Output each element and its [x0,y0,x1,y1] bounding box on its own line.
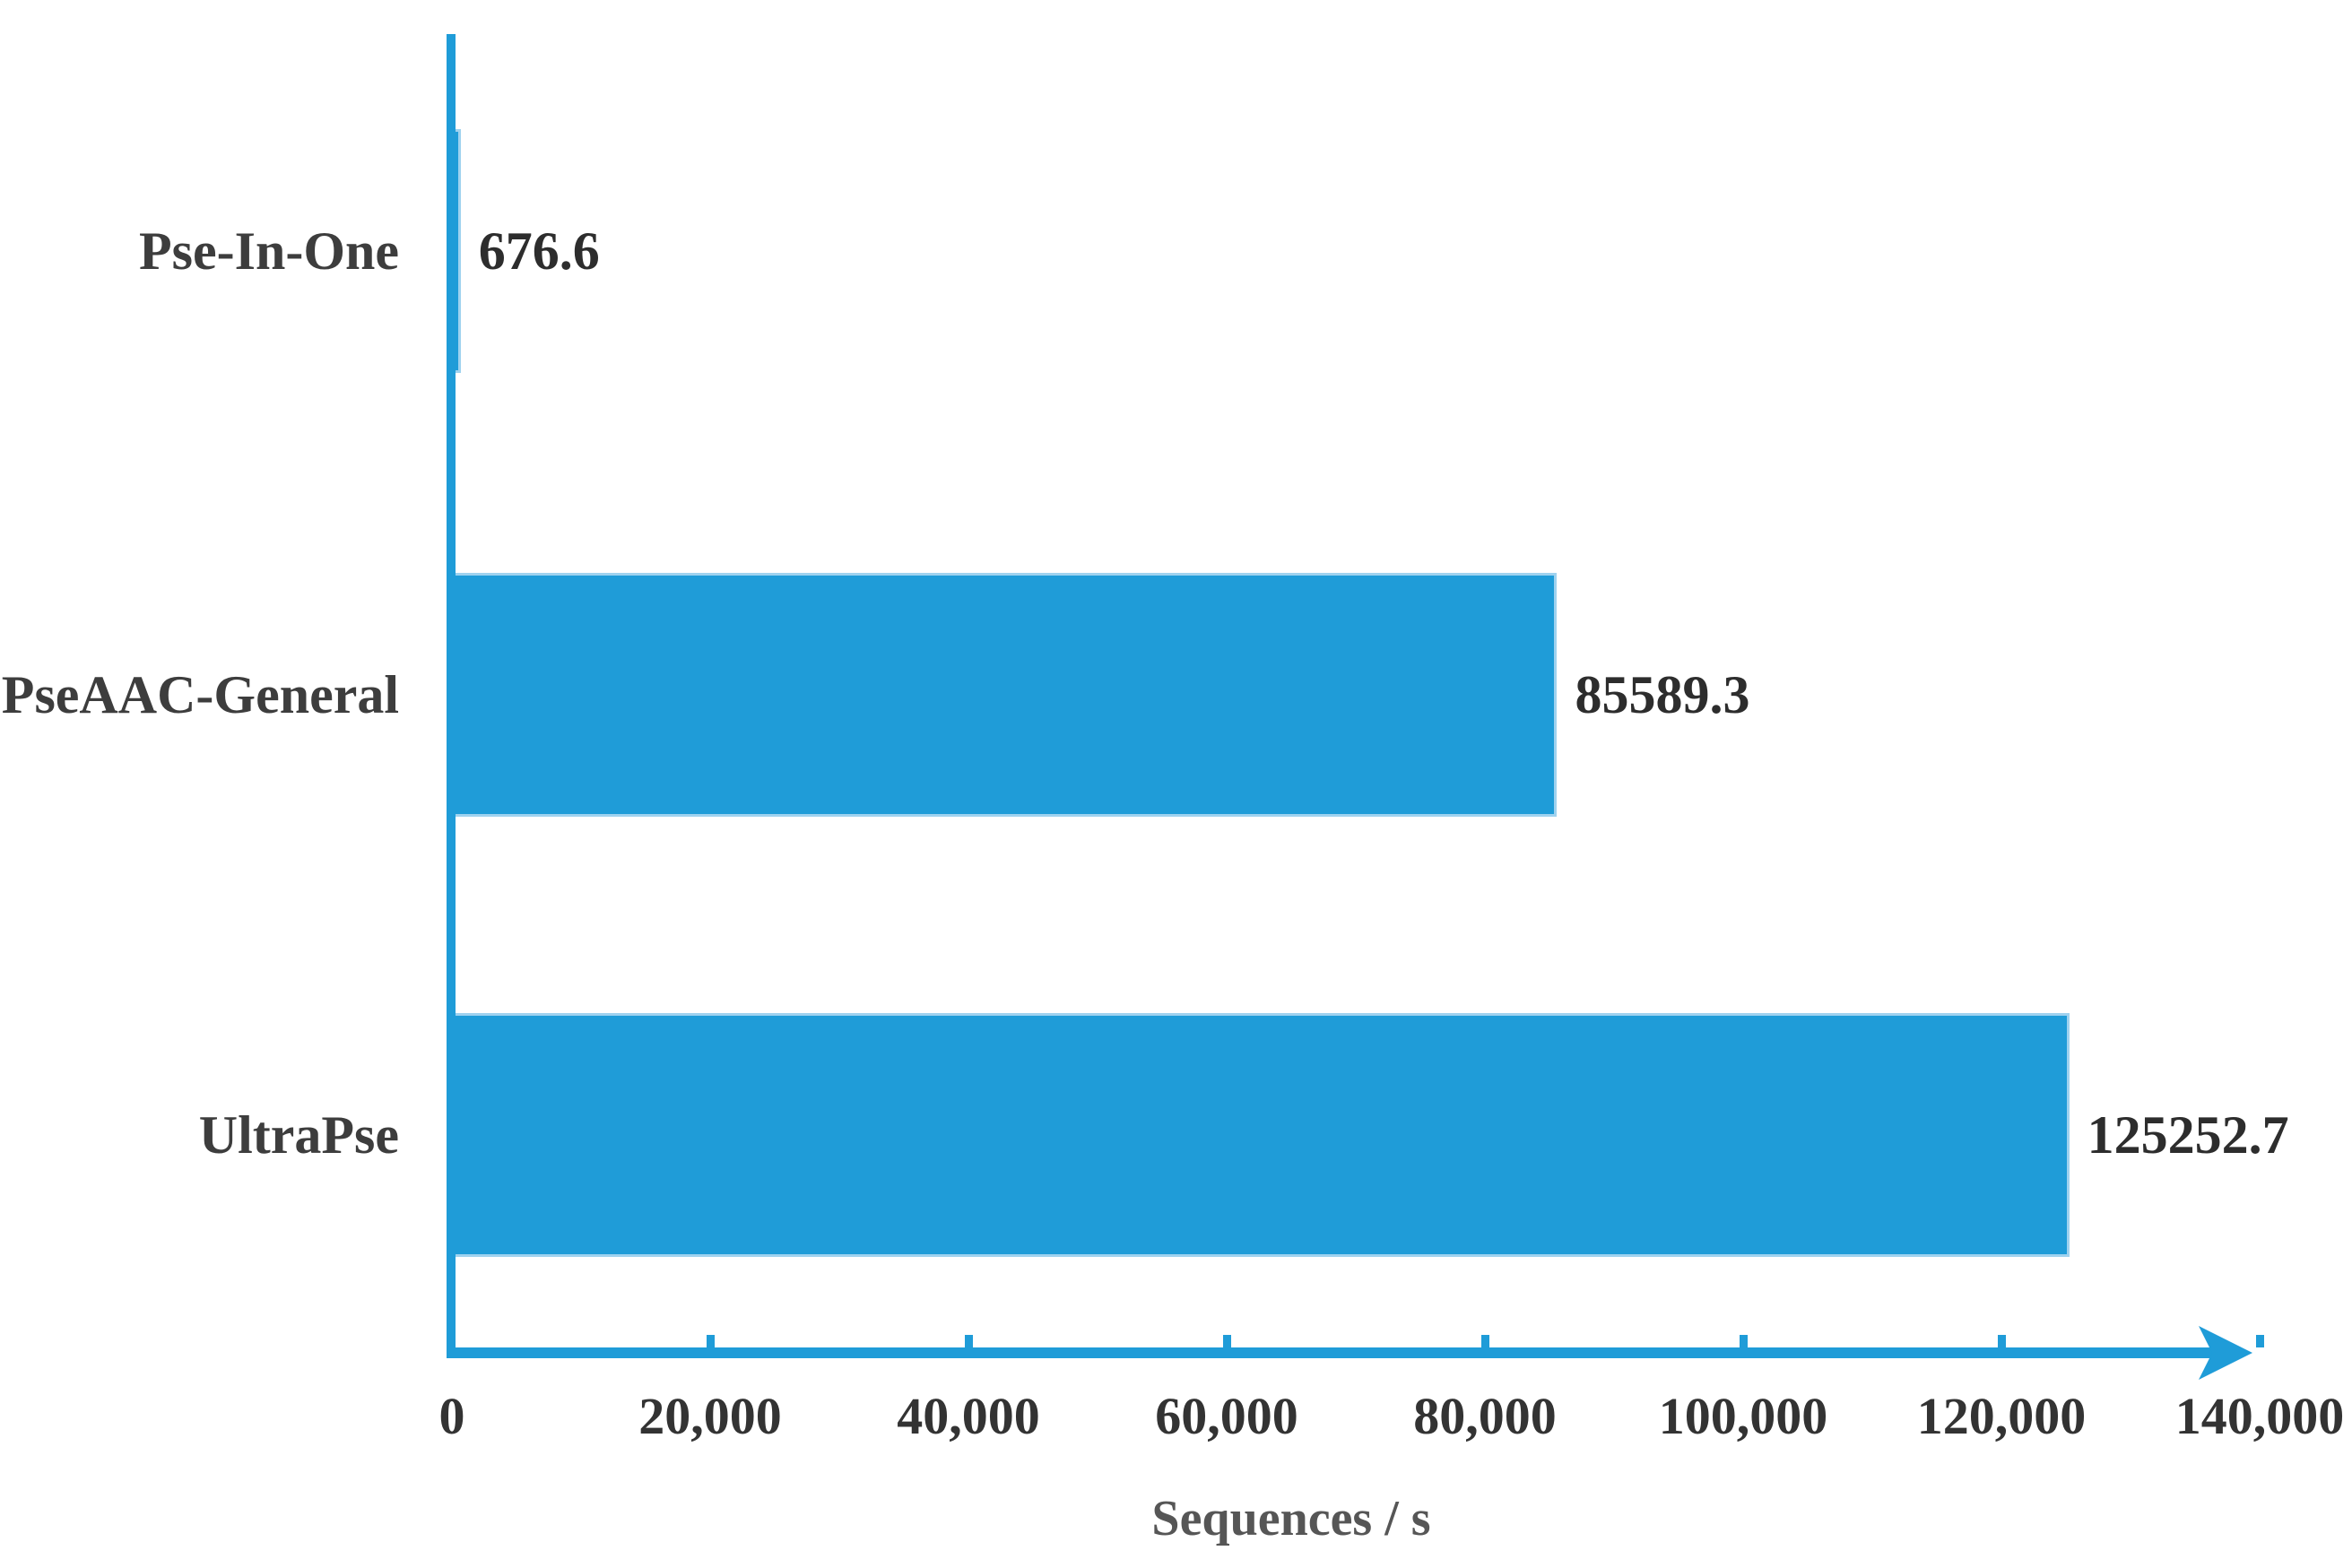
x-axis-tick-label: 60,000 [1155,1387,1298,1445]
bar-ultrapse [452,1013,2070,1257]
x-axis-tick-label: 0 [438,1387,465,1445]
x-axis-tick-label: 100,000 [1658,1387,1828,1445]
x-axis-arrowhead-icon [2199,1326,2252,1380]
x-axis-tick [1998,1335,2006,1347]
x-axis-tick-label: 40,000 [897,1387,1040,1445]
category-label-ultrapse: UltraPse [198,1105,399,1165]
x-axis-tick-label: 120,000 [1916,1387,2087,1445]
value-label-pseaac-general: 85589.3 [1575,665,1750,724]
x-axis-tick [707,1335,715,1347]
x-axis-tick [965,1335,973,1347]
x-axis-line [447,1347,2233,1358]
x-axis-tick-label: 140,000 [2174,1387,2345,1445]
value-label-pse-in-one: 676.6 [478,221,600,281]
x-axis-tick [2256,1335,2264,1347]
x-axis-tick [1481,1335,1489,1347]
x-axis-tick [1740,1335,1748,1347]
bar-pseaac-general [452,573,1558,817]
x-axis-tick [1223,1335,1231,1347]
x-axis-tick-label: 80,000 [1413,1387,1557,1445]
x-axis-tick-label: 20,000 [638,1387,782,1445]
value-label-ultrapse: 125252.7 [2087,1105,2289,1165]
x-axis-title: Sequences / s [1151,1491,1431,1546]
y-axis-line [447,34,456,1358]
category-label-pseaac-general: PseAAC-General [1,665,399,724]
category-label-pse-in-one: Pse-In-One [139,221,399,281]
